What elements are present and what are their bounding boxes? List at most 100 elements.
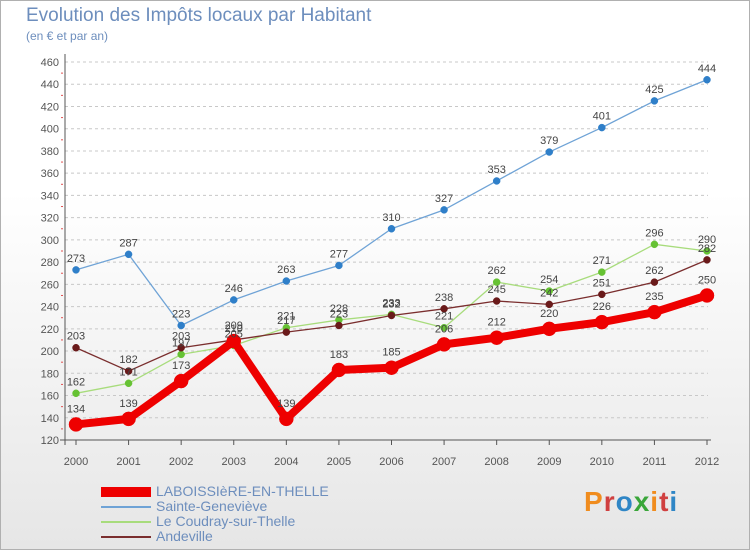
x-tick-label: 2005 — [327, 456, 351, 468]
data-label: 290 — [698, 234, 716, 246]
data-point — [650, 278, 659, 286]
data-point — [124, 250, 133, 259]
data-point — [72, 266, 80, 274]
data-point — [703, 247, 711, 255]
data-label: 134 — [67, 403, 85, 415]
x-tick-label: 2007 — [432, 456, 456, 468]
data-label: 263 — [277, 264, 295, 276]
data-point — [384, 360, 399, 375]
x-tick-label: 2012 — [695, 456, 719, 468]
data-label: 251 — [593, 277, 611, 289]
y-tick-label: 380 — [41, 146, 59, 158]
data-label: 254 — [540, 274, 558, 286]
y-tick-label: 420 — [41, 101, 59, 113]
legend-label: Andeville — [156, 528, 213, 544]
data-point — [436, 337, 452, 352]
data-label: 182 — [119, 354, 137, 366]
data-label: 226 — [593, 301, 611, 313]
data-label: 262 — [487, 265, 505, 277]
data-point — [335, 261, 343, 270]
y-tick-label: 160 — [41, 391, 59, 403]
data-point — [594, 314, 610, 330]
data-point — [699, 288, 715, 303]
data-label: 287 — [119, 237, 137, 249]
data-label: 203 — [172, 331, 190, 343]
data-label: 221 — [435, 311, 453, 323]
data-point — [489, 330, 504, 345]
logo-letter: r — [603, 486, 616, 517]
data-point — [598, 290, 606, 299]
x-tick-label: 2003 — [222, 456, 246, 468]
y-tick-label: 320 — [41, 213, 59, 225]
data-point — [121, 411, 136, 427]
x-tick-label: 2009 — [537, 456, 561, 468]
data-label: 223 — [330, 308, 348, 320]
data-label: 217 — [277, 315, 295, 327]
data-label: 183 — [330, 349, 348, 361]
data-point — [177, 343, 185, 352]
legend-swatch — [101, 521, 151, 523]
data-point — [440, 323, 448, 332]
logo-letter: i — [650, 486, 660, 517]
data-point — [124, 367, 133, 375]
data-point — [650, 97, 659, 105]
data-point — [72, 389, 80, 398]
y-tick-label: 340 — [41, 190, 59, 202]
y-tick-label: 240 — [41, 302, 59, 314]
data-point — [650, 240, 659, 249]
series-line — [75, 79, 708, 327]
legend-label: LABOISSIèRE-EN-THELLE — [156, 483, 329, 499]
y-tick-label: 220 — [41, 324, 59, 336]
data-label: 173 — [172, 360, 190, 372]
data-label: 277 — [330, 248, 348, 260]
legend-swatch — [101, 506, 151, 508]
data-label: 282 — [698, 243, 716, 255]
data-point — [545, 287, 553, 295]
x-tick-label: 2002 — [169, 456, 193, 468]
data-label: 206 — [435, 323, 453, 335]
x-tick-label: 2004 — [274, 456, 298, 468]
data-point — [68, 417, 84, 432]
data-label: 401 — [593, 111, 611, 123]
data-label: 203 — [67, 331, 85, 343]
data-label: 310 — [382, 212, 400, 224]
data-label: 296 — [645, 227, 663, 239]
data-point — [542, 321, 557, 337]
data-point — [598, 123, 606, 132]
data-label: 233 — [382, 297, 400, 309]
logo-letter: t — [659, 486, 670, 517]
data-label: 273 — [67, 253, 85, 265]
data-label: 353 — [487, 164, 505, 176]
x-tick-label: 2001 — [116, 456, 140, 468]
data-label: 246 — [225, 283, 243, 295]
data-point — [598, 268, 606, 276]
y-tick-label: 400 — [41, 124, 59, 136]
data-label: 444 — [698, 63, 716, 75]
data-label: 162 — [67, 376, 85, 388]
x-tick-label: 2000 — [64, 456, 88, 468]
data-point — [545, 148, 553, 156]
data-label: 262 — [645, 265, 663, 277]
y-tick-label: 200 — [41, 346, 59, 358]
data-point — [282, 277, 291, 285]
proxiti-logo: Proxiti — [584, 486, 678, 518]
legend-item: Le Coudray-sur-Thelle — [101, 513, 401, 530]
data-point — [440, 305, 448, 313]
data-label: 171 — [119, 366, 137, 378]
data-point — [647, 304, 662, 320]
data-label: 210 — [225, 323, 243, 335]
data-label: 223 — [172, 308, 190, 320]
data-label: 139 — [119, 398, 137, 410]
data-label: 209 — [225, 320, 243, 332]
y-tick-label: 460 — [41, 57, 59, 69]
data-point — [703, 76, 711, 84]
data-point — [335, 321, 343, 330]
data-label: 197 — [172, 337, 190, 349]
y-tick-label: 260 — [41, 279, 59, 291]
data-point — [282, 328, 291, 336]
data-label: 250 — [698, 274, 716, 286]
data-label: 271 — [593, 255, 611, 267]
x-tick-label: 2006 — [379, 456, 403, 468]
